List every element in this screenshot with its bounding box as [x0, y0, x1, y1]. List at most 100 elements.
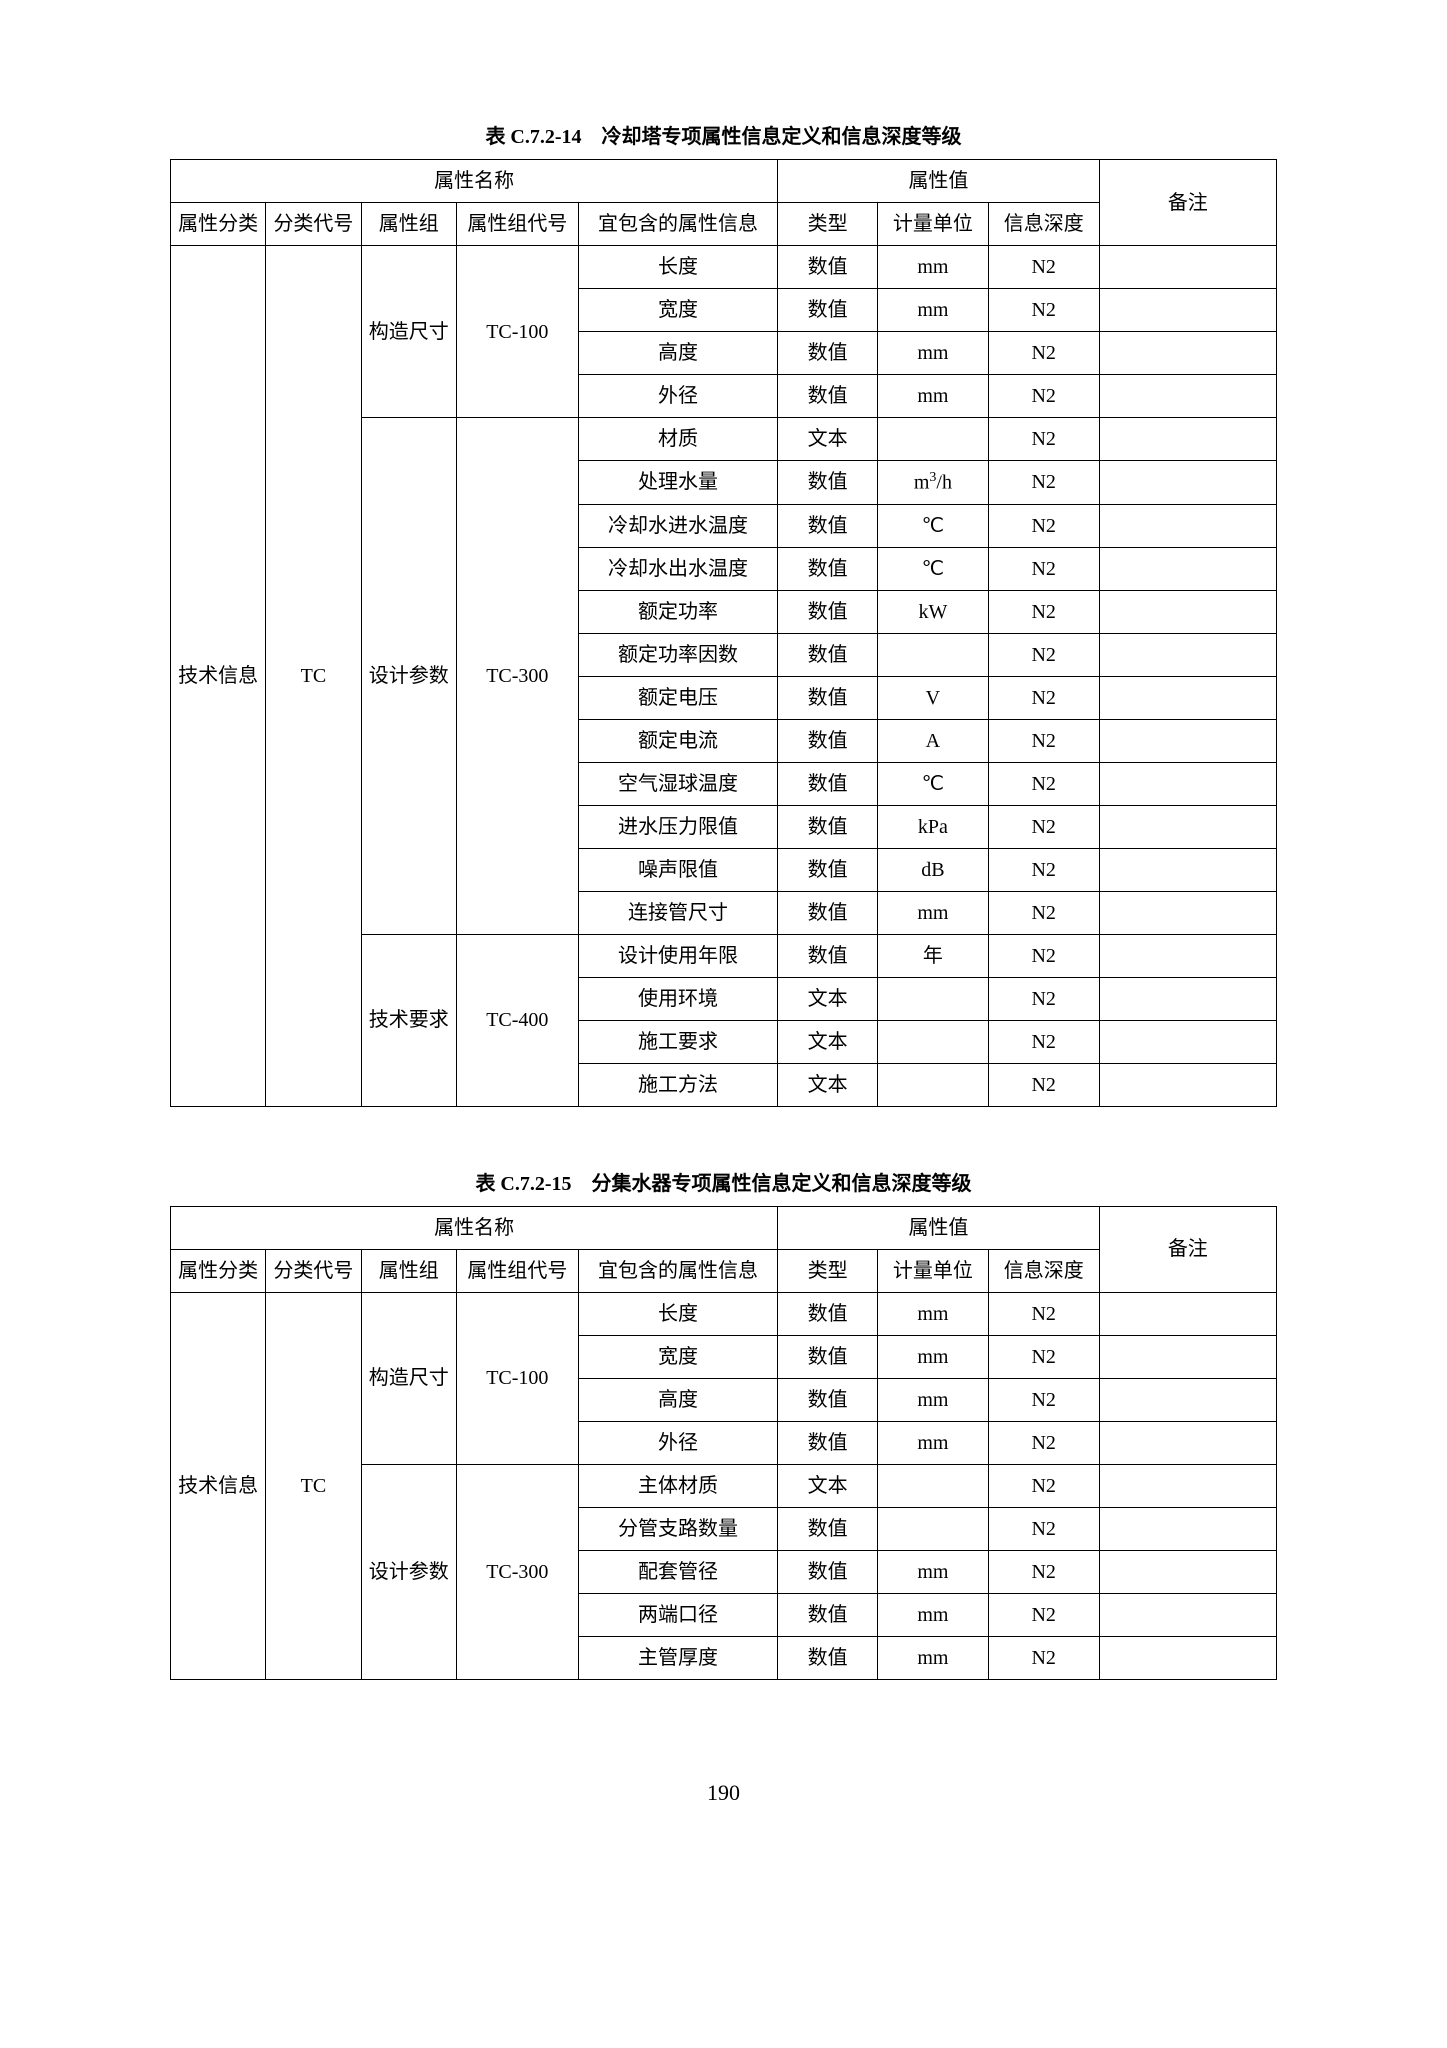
cell-attr-name: 额定功率	[578, 590, 777, 633]
cell-group-code: TC-100	[456, 1292, 578, 1464]
header-attr-cat: 属性分类	[171, 1249, 266, 1292]
cell-depth: N2	[988, 762, 1099, 805]
cell-attr-name: 额定功率因数	[578, 633, 777, 676]
cell-note	[1099, 461, 1276, 505]
table-header: 属性名称 属性值 备注 属性分类 分类代号 属性组 属性组代号 宜包含的属性信息…	[171, 1206, 1277, 1292]
cell-type: 文本	[778, 977, 878, 1020]
cell-attr-cat: 技术信息	[171, 1292, 266, 1679]
cell-attr-name: 宽度	[578, 289, 777, 332]
cell-type: 数值	[778, 676, 878, 719]
cell-depth: N2	[988, 934, 1099, 977]
cell-unit	[878, 1020, 989, 1063]
cell-group-code: TC-300	[456, 1464, 578, 1679]
cell-attr-group: 构造尺寸	[361, 1292, 456, 1464]
cell-note	[1099, 891, 1276, 934]
cell-note	[1099, 246, 1276, 289]
cell-note	[1099, 762, 1276, 805]
header-note: 备注	[1099, 160, 1276, 246]
header-unit: 计量单位	[878, 1249, 989, 1292]
header-group-code: 属性组代号	[456, 203, 578, 246]
cell-type: 数值	[778, 547, 878, 590]
header-type: 类型	[778, 1249, 878, 1292]
cell-attr-group: 技术要求	[361, 934, 456, 1106]
cell-type: 数值	[778, 332, 878, 375]
cell-depth: N2	[988, 848, 1099, 891]
cell-note	[1099, 1421, 1276, 1464]
header-attr-name: 宜包含的属性信息	[578, 203, 777, 246]
cell-unit: mm	[878, 1292, 989, 1335]
cell-depth: N2	[988, 375, 1099, 418]
header-attr-group: 属性组	[361, 1249, 456, 1292]
cell-attr-name: 处理水量	[578, 461, 777, 505]
cell-attr-name: 外径	[578, 1421, 777, 1464]
cell-attr-name: 额定电压	[578, 676, 777, 719]
header-type: 类型	[778, 203, 878, 246]
cell-note	[1099, 332, 1276, 375]
cell-attr-name: 两端口径	[578, 1593, 777, 1636]
cell-unit: mm	[878, 246, 989, 289]
cell-attr-name: 长度	[578, 1292, 777, 1335]
cell-attr-name: 额定电流	[578, 719, 777, 762]
header-attr-name: 宜包含的属性信息	[578, 1249, 777, 1292]
cell-depth: N2	[988, 547, 1099, 590]
cell-depth: N2	[988, 289, 1099, 332]
cell-unit: mm	[878, 289, 989, 332]
cell-attr-name: 连接管尺寸	[578, 891, 777, 934]
cell-attr-group: 设计参数	[361, 1464, 456, 1679]
cell-unit	[878, 1507, 989, 1550]
cell-depth: N2	[988, 891, 1099, 934]
cell-type: 数值	[778, 1292, 878, 1335]
cell-depth: N2	[988, 504, 1099, 547]
cell-type: 文本	[778, 1464, 878, 1507]
cell-type: 数值	[778, 1507, 878, 1550]
cell-attr-name: 高度	[578, 1378, 777, 1421]
cell-type: 数值	[778, 1421, 878, 1464]
cell-unit	[878, 977, 989, 1020]
header-group-code: 属性组代号	[456, 1249, 578, 1292]
cell-type: 数值	[778, 504, 878, 547]
cell-depth: N2	[988, 1292, 1099, 1335]
header-note: 备注	[1099, 1206, 1276, 1292]
header-depth: 信息深度	[988, 203, 1099, 246]
table-body: 技术信息TC构造尺寸TC-100长度数值mmN2宽度数值mmN2高度数值mmN2…	[171, 1292, 1277, 1679]
cell-depth: N2	[988, 1020, 1099, 1063]
cell-unit	[878, 633, 989, 676]
cell-type: 数值	[778, 719, 878, 762]
cell-depth: N2	[988, 805, 1099, 848]
cell-type: 数值	[778, 375, 878, 418]
cell-attr-group: 构造尺寸	[361, 246, 456, 418]
cell-type: 数值	[778, 934, 878, 977]
cell-note	[1099, 1292, 1276, 1335]
cell-unit: mm	[878, 1550, 989, 1593]
cell-depth: N2	[988, 1421, 1099, 1464]
cell-depth: N2	[988, 332, 1099, 375]
cell-type: 数值	[778, 289, 878, 332]
header-attr-cat: 属性分类	[171, 203, 266, 246]
cell-unit: V	[878, 676, 989, 719]
cell-depth: N2	[988, 1593, 1099, 1636]
cell-unit: kW	[878, 590, 989, 633]
cell-attr-name: 长度	[578, 246, 777, 289]
header-unit: 计量单位	[878, 203, 989, 246]
cell-unit: dB	[878, 848, 989, 891]
cell-depth: N2	[988, 1378, 1099, 1421]
cell-depth: N2	[988, 461, 1099, 505]
cell-type: 文本	[778, 418, 878, 461]
cell-note	[1099, 848, 1276, 891]
cell-type: 数值	[778, 1335, 878, 1378]
cell-note	[1099, 676, 1276, 719]
cell-type: 文本	[778, 1020, 878, 1063]
cell-type: 数值	[778, 891, 878, 934]
cell-attr-name: 材质	[578, 418, 777, 461]
cell-note	[1099, 504, 1276, 547]
cell-unit: mm	[878, 375, 989, 418]
table-caption: 表 C.7.2-14 冷却塔专项属性信息定义和信息深度等级	[170, 120, 1277, 149]
table-caption: 表 C.7.2-15 分集水器专项属性信息定义和信息深度等级	[170, 1167, 1277, 1196]
cell-attr-name: 外径	[578, 375, 777, 418]
cell-unit: mm	[878, 1636, 989, 1679]
cell-type: 数值	[778, 1378, 878, 1421]
cell-depth: N2	[988, 633, 1099, 676]
cell-unit: mm	[878, 1593, 989, 1636]
cell-unit: 年	[878, 934, 989, 977]
cell-depth: N2	[988, 246, 1099, 289]
